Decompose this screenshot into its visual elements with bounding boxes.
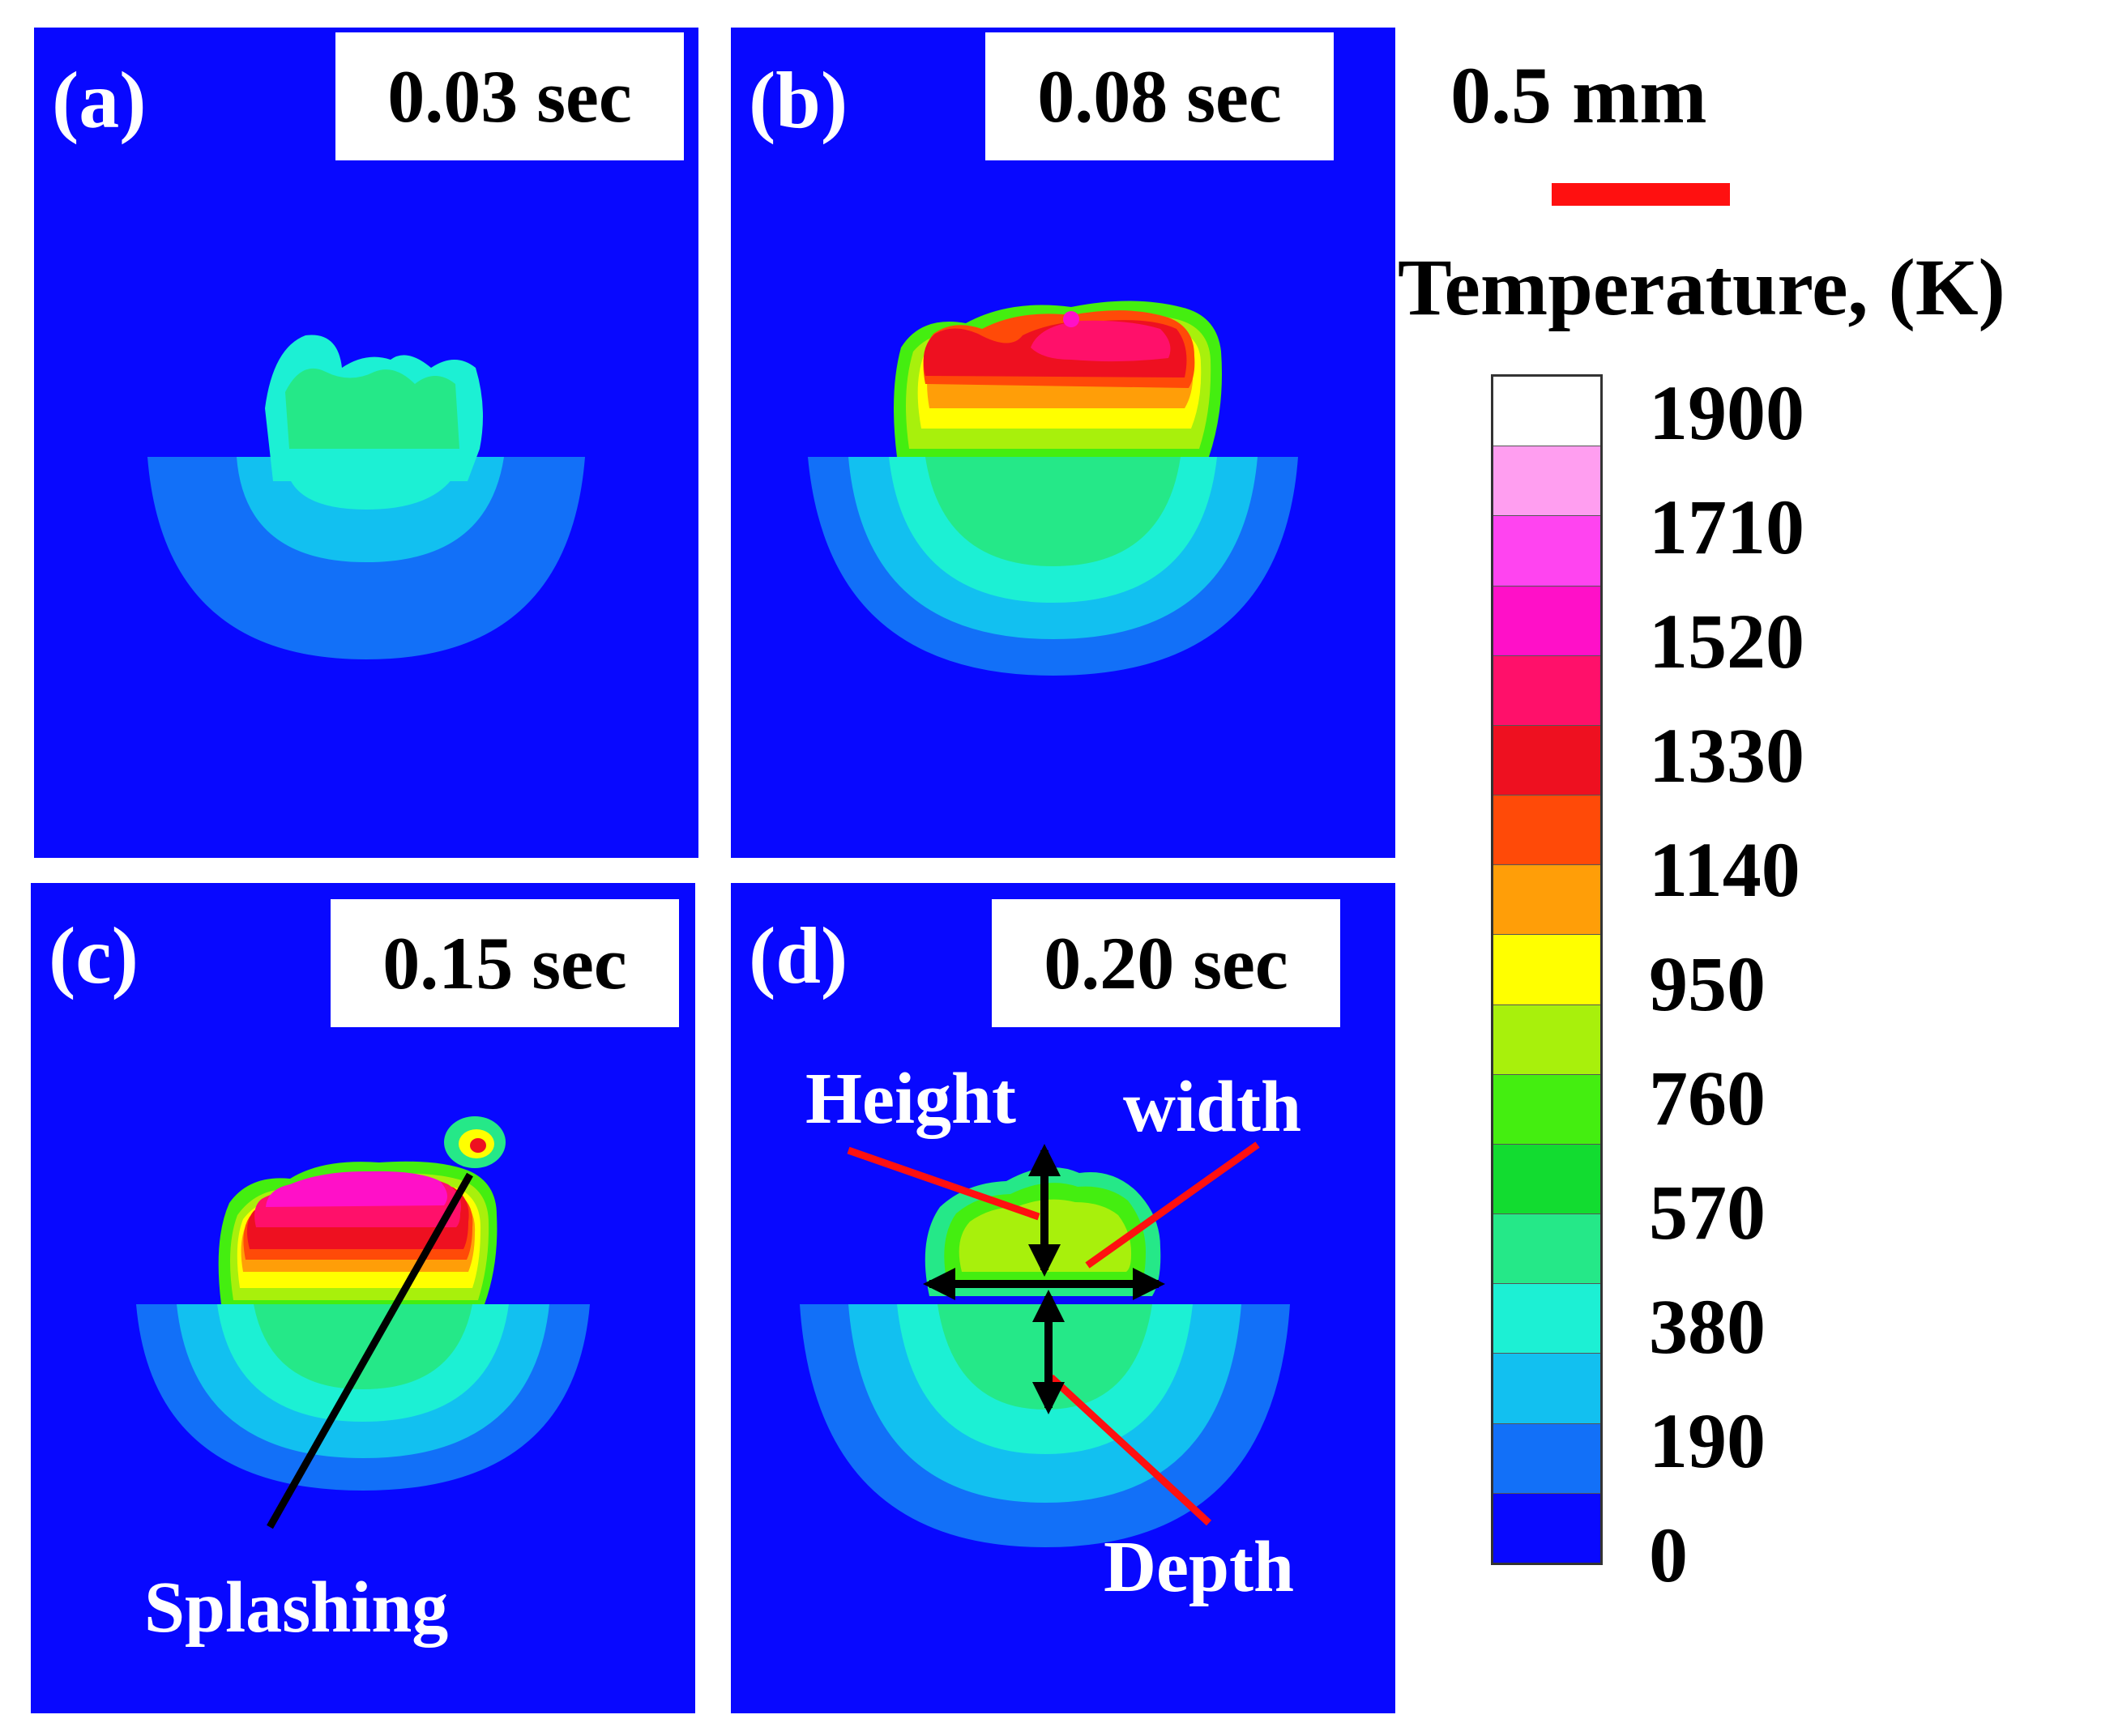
colorbar-segment bbox=[1493, 1143, 1600, 1214]
colorbar-tick-label: 1900 bbox=[1649, 369, 1804, 456]
colorbar-tick-label: 1520 bbox=[1649, 598, 1804, 685]
colorbar-segment bbox=[1493, 934, 1600, 1004]
panel-label: (b) bbox=[749, 55, 848, 145]
colorbar-segment bbox=[1493, 1492, 1600, 1563]
colorbar-tick-label: 570 bbox=[1649, 1169, 1766, 1256]
splashing-pointer-line bbox=[267, 1172, 473, 1529]
time-label: 0.20 sec bbox=[992, 899, 1340, 1027]
splashing-label: Splashing bbox=[144, 1568, 449, 1648]
panel-label: (a) bbox=[52, 55, 147, 145]
colorbar-segment bbox=[1493, 1213, 1600, 1284]
colorbar-segment bbox=[1493, 1283, 1600, 1354]
colorbar-segment bbox=[1493, 1422, 1600, 1493]
colorbar-segment bbox=[1493, 585, 1600, 655]
width-label: width bbox=[1123, 1067, 1302, 1147]
colorbar-segment bbox=[1493, 377, 1600, 446]
time-label: 0.08 sec bbox=[985, 32, 1334, 160]
contour-plot-c bbox=[31, 883, 695, 1713]
width-pointer-line bbox=[1085, 1141, 1260, 1269]
colorbar-segment bbox=[1493, 795, 1600, 865]
colorbar-tick-label: 950 bbox=[1649, 941, 1766, 1027]
colorbar-segment bbox=[1493, 515, 1600, 586]
colorbar-tick-label: 380 bbox=[1649, 1283, 1766, 1370]
colorbar-segment bbox=[1493, 1073, 1600, 1144]
panel-a: (a) 0.03 sec bbox=[34, 28, 698, 858]
colorbar-tick-label: 0 bbox=[1649, 1512, 1688, 1598]
time-label: 0.03 sec bbox=[335, 32, 684, 160]
panel-c: (c) 0.15 sec Splashing bbox=[31, 883, 695, 1713]
colorbar-tick-label: 1710 bbox=[1649, 484, 1804, 570]
scale-bar bbox=[1552, 183, 1730, 206]
colorbar-segment bbox=[1493, 1004, 1600, 1074]
depth-pointer-line bbox=[1048, 1374, 1212, 1526]
panel-d: (d) 0.20 sec Height width Depth bbox=[731, 883, 1395, 1713]
colorbar-segment bbox=[1493, 1353, 1600, 1423]
panel-label: (c) bbox=[49, 911, 139, 1000]
depth-label: Depth bbox=[1104, 1527, 1295, 1607]
colorbar-segment bbox=[1493, 864, 1600, 935]
colorbar-segment bbox=[1493, 446, 1600, 516]
colorbar-tick-label: 190 bbox=[1649, 1397, 1766, 1484]
panel-label: (d) bbox=[749, 911, 848, 1000]
time-label: 0.15 sec bbox=[331, 899, 679, 1027]
colorbar-tick-label: 1330 bbox=[1649, 712, 1804, 799]
panel-b: (b) 0.08 sec bbox=[731, 28, 1395, 858]
height-label: Height bbox=[805, 1059, 1016, 1139]
colorbar bbox=[1491, 374, 1603, 1565]
contour-plot-b bbox=[731, 28, 1395, 858]
colorbar-tick-label: 1140 bbox=[1649, 826, 1800, 913]
colorbar-title: Temperature, (K) bbox=[1398, 242, 2005, 332]
contour-plot-a bbox=[34, 28, 698, 858]
colorbar-segment bbox=[1493, 655, 1600, 725]
height-pointer-line bbox=[847, 1146, 1040, 1221]
colorbar-segment bbox=[1493, 724, 1600, 795]
colorbar-tick-label: 760 bbox=[1649, 1055, 1766, 1141]
scale-label: 0.5 mm bbox=[1450, 50, 1707, 140]
